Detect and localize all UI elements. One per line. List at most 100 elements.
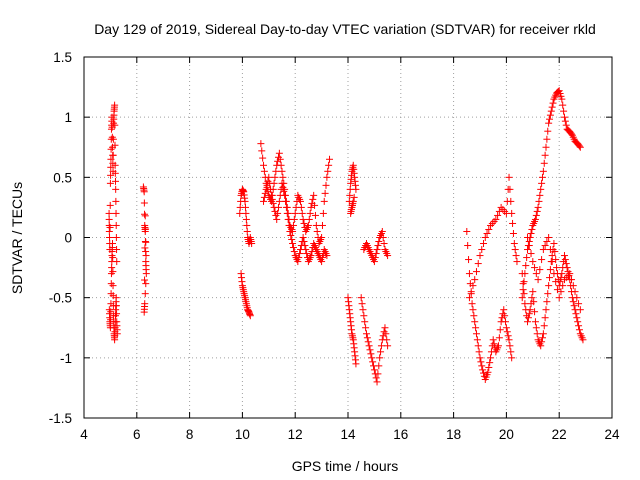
- data-point: [465, 270, 473, 278]
- data-point-interp: [549, 99, 557, 107]
- data-point: [518, 294, 526, 302]
- data-point-interp: [553, 286, 561, 294]
- data-point-interp: [511, 246, 519, 254]
- data-point-interp: [475, 348, 483, 356]
- data-point-interp: [519, 280, 527, 288]
- data-point-interp: [474, 342, 482, 350]
- data-point-interp: [478, 362, 486, 370]
- data-point-interp: [113, 246, 121, 254]
- data-point-interp: [477, 358, 485, 366]
- data-point-interp: [377, 348, 385, 356]
- data-point-interp: [260, 167, 268, 175]
- data-point: [352, 360, 360, 368]
- x-tick-label: 22: [552, 427, 567, 442]
- data-point-interp: [319, 209, 327, 217]
- data-point-interp: [108, 258, 116, 266]
- data-point: [109, 282, 117, 290]
- data-point-interp: [490, 340, 498, 348]
- data-point: [537, 342, 545, 350]
- data-point: [248, 240, 256, 248]
- data-point-interp: [538, 256, 546, 264]
- data-point-interp: [325, 161, 333, 169]
- data-point-interp: [383, 336, 391, 344]
- data-point: [278, 167, 286, 175]
- data-point-interp: [469, 282, 477, 290]
- data-point-interp: [111, 121, 119, 129]
- data-point: [370, 366, 378, 374]
- data-point: [299, 215, 307, 223]
- data-point: [111, 101, 119, 109]
- x-tick-label: 10: [235, 427, 250, 442]
- data-point: [273, 215, 281, 223]
- data-point: [320, 197, 328, 205]
- data-point-interp: [524, 314, 532, 322]
- data-point: [260, 197, 268, 205]
- data-point-interp: [520, 290, 528, 298]
- data-point-interp: [142, 280, 150, 288]
- data-point-interp: [361, 318, 369, 326]
- data-point: [302, 246, 310, 254]
- data-point-interp: [364, 338, 372, 346]
- data-point-interp: [532, 324, 540, 332]
- data-point-interp: [559, 282, 567, 290]
- x-tick-label: 6: [133, 427, 141, 442]
- data-point: [283, 209, 291, 217]
- data-point: [296, 197, 304, 205]
- data-point-interp: [509, 219, 517, 227]
- data-point: [545, 282, 553, 290]
- x-tick-labels: 4 6 8 10 12 14 16 18 20 22 24: [80, 427, 620, 442]
- data-point: [529, 258, 537, 266]
- data-point-interp: [494, 211, 502, 219]
- data-point: [112, 221, 120, 229]
- data-point-interp: [311, 201, 319, 209]
- data-point-interp: [478, 246, 486, 254]
- data-point: [500, 306, 508, 314]
- data-point-interp: [322, 181, 330, 189]
- data-point-interp: [531, 308, 539, 316]
- data-point: [141, 212, 149, 220]
- data-point: [468, 300, 476, 308]
- data-point-interp: [279, 173, 287, 181]
- data-point-interp: [287, 231, 295, 239]
- data-point: [318, 234, 326, 241]
- data-point-interp: [532, 270, 540, 278]
- data-point-interp: [109, 254, 117, 262]
- data-point-interp: [109, 151, 117, 159]
- data-point: [318, 258, 326, 266]
- data-point-interp: [531, 264, 539, 272]
- data-point: [289, 240, 297, 248]
- data-point-interp: [382, 330, 390, 338]
- chart-title: Day 129 of 2019, Sidereal Day-to-day VTE…: [94, 21, 596, 37]
- data-point-interp: [536, 266, 544, 274]
- data-point-interp: [324, 167, 332, 175]
- data-point-interp: [480, 240, 488, 248]
- data-point: [281, 191, 289, 199]
- data-points: [105, 87, 587, 386]
- data-point-interp: [242, 209, 250, 217]
- data-point-interp: [540, 159, 548, 167]
- data-point-interp: [269, 199, 277, 207]
- data-point-interp: [109, 135, 117, 143]
- data-point: [373, 378, 381, 386]
- data-point-interp: [367, 350, 375, 358]
- data-point-interp: [540, 322, 548, 330]
- data-point: [307, 203, 315, 211]
- data-point: [579, 336, 587, 344]
- data-point-interp: [572, 310, 580, 318]
- data-point-interp: [301, 242, 309, 250]
- data-point: [524, 318, 532, 326]
- data-point-interp: [532, 211, 540, 219]
- data-point-interp: [268, 195, 276, 203]
- data-point-interp: [486, 359, 494, 367]
- data-point: [463, 227, 471, 235]
- data-point: [539, 246, 547, 254]
- data-point: [487, 354, 495, 362]
- data-point: [113, 330, 121, 338]
- data-point-interp: [113, 310, 121, 318]
- data-point-interp: [369, 358, 377, 366]
- data-point: [384, 252, 392, 260]
- data-point-interp: [359, 306, 367, 314]
- data-point-interp: [512, 252, 520, 260]
- data-point-interp: [569, 298, 577, 306]
- data-point: [545, 119, 553, 127]
